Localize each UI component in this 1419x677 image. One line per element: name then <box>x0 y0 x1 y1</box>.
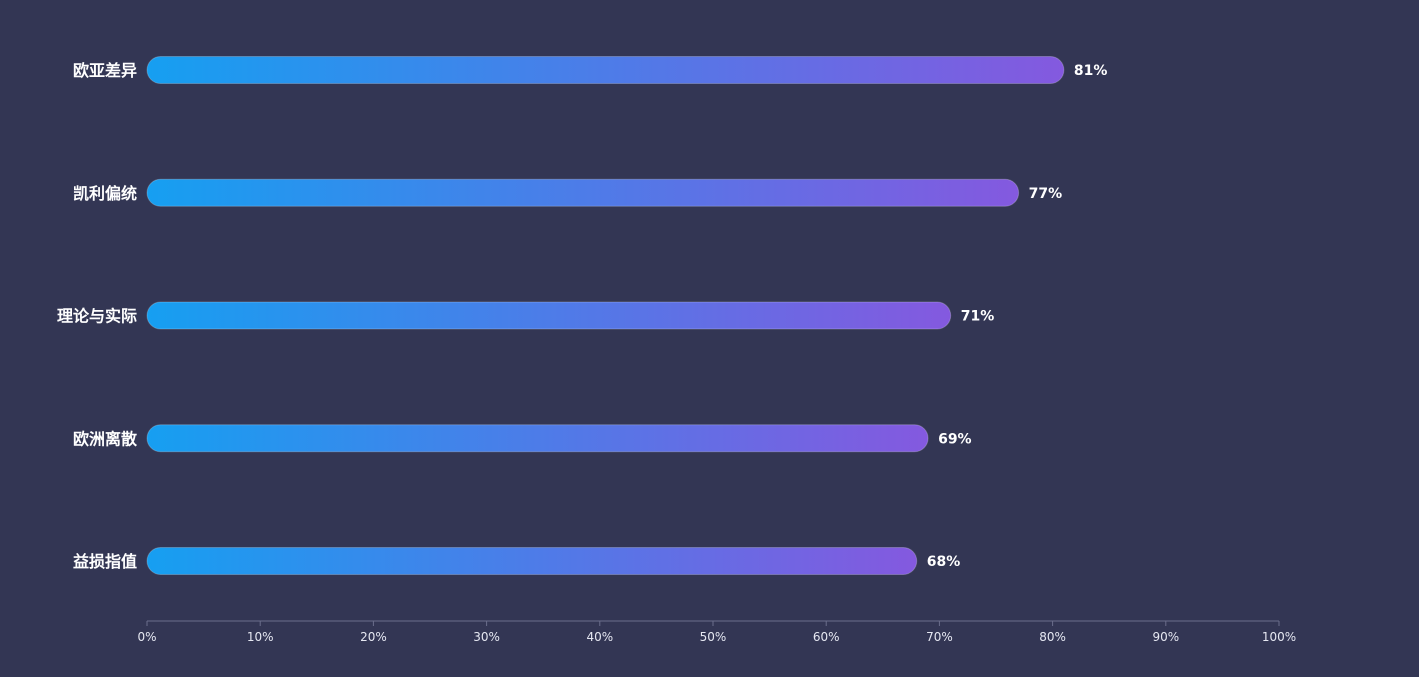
category-label: 凯利偏统 <box>73 184 137 203</box>
value-label: 69% <box>938 431 972 447</box>
x-tick-label: 90% <box>1152 630 1179 644</box>
value-label: 71% <box>961 309 995 325</box>
x-tick-label: 50% <box>700 630 727 644</box>
bar <box>146 178 1020 207</box>
x-tick-label: 100% <box>1262 630 1296 644</box>
x-tick-label: 10% <box>247 630 274 644</box>
bar <box>146 56 1065 84</box>
x-tick-label: 40% <box>586 630 613 644</box>
value-label: 77% <box>1029 186 1063 202</box>
x-tick-label: 20% <box>360 630 387 644</box>
category-label: 欧亚差异 <box>73 61 137 80</box>
x-tick-label: 70% <box>926 630 953 644</box>
x-tick-label: 0% <box>137 630 156 644</box>
category-label: 理论与实际 <box>57 307 137 326</box>
bar <box>146 547 918 575</box>
x-tick-label: 30% <box>473 630 500 644</box>
bar <box>146 424 929 453</box>
value-label: 81% <box>1074 63 1108 79</box>
category-label: 益损指值 <box>73 552 137 571</box>
x-axis: 0% 10% 20% 30% 40% 50% 60% 70% 80% 90% 100% <box>137 620 1296 644</box>
category-label: 欧洲离散 <box>73 429 138 448</box>
value-label: 68% <box>927 554 961 570</box>
bars-layer: 欧亚差异 81% 凯利偏统 77% 理论与实际 71% 欧洲离散 69% 益损指值 68% <box>57 56 1108 575</box>
x-tick-label: 60% <box>813 630 840 644</box>
bar <box>146 301 952 330</box>
x-tick-label: 80% <box>1039 630 1066 644</box>
